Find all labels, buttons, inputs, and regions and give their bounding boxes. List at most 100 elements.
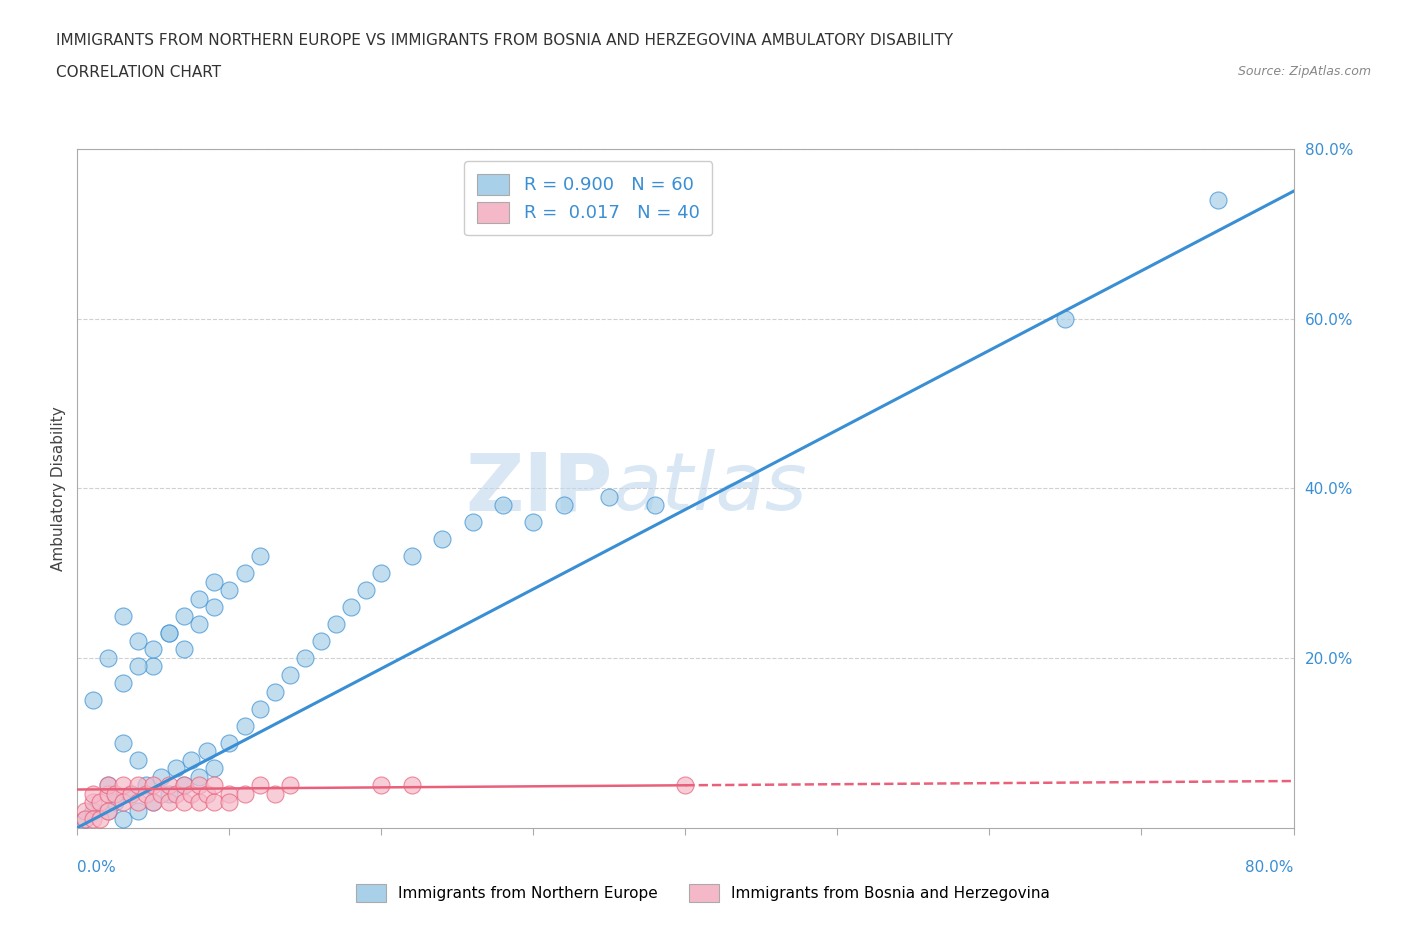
Point	[82, 812, 104, 827]
Point	[401, 549, 423, 564]
Point	[97, 787, 120, 802]
Text: 0.0%: 0.0%	[77, 860, 117, 875]
Point	[73, 812, 96, 827]
Point	[157, 625, 180, 640]
Point	[127, 633, 149, 648]
Point	[165, 761, 187, 776]
Point	[644, 498, 666, 512]
Point	[202, 574, 225, 589]
Point	[104, 787, 127, 802]
Point	[127, 777, 149, 792]
Point	[249, 549, 271, 564]
Point	[127, 795, 149, 810]
Text: 80.0%: 80.0%	[1246, 860, 1294, 875]
Point	[82, 795, 104, 810]
Point	[127, 659, 149, 674]
Point	[97, 777, 120, 792]
Point	[111, 676, 134, 691]
Point	[202, 600, 225, 615]
Point	[82, 804, 104, 818]
Point	[461, 515, 484, 530]
Point	[104, 795, 127, 810]
Point	[195, 744, 218, 759]
Point	[73, 804, 96, 818]
Point	[202, 795, 225, 810]
Point	[340, 600, 363, 615]
Point	[111, 736, 134, 751]
Point	[173, 795, 195, 810]
Point	[188, 591, 211, 606]
Point	[97, 651, 120, 666]
Point	[370, 777, 392, 792]
Point	[135, 777, 157, 792]
Point	[111, 777, 134, 792]
Point	[218, 736, 240, 751]
Point	[218, 582, 240, 598]
Point	[401, 777, 423, 792]
Point	[309, 633, 332, 648]
Point	[195, 787, 218, 802]
Point	[142, 795, 165, 810]
Point	[553, 498, 575, 512]
Point	[135, 787, 157, 802]
Point	[218, 795, 240, 810]
Point	[157, 777, 180, 792]
Point	[249, 777, 271, 792]
Point	[370, 565, 392, 580]
Point	[188, 795, 211, 810]
Point	[278, 777, 301, 792]
Text: IMMIGRANTS FROM NORTHERN EUROPE VS IMMIGRANTS FROM BOSNIA AND HERZEGOVINA AMBULA: IMMIGRANTS FROM NORTHERN EUROPE VS IMMIG…	[56, 33, 953, 47]
Point	[157, 625, 180, 640]
Point	[142, 659, 165, 674]
Point	[218, 787, 240, 802]
Point	[142, 777, 165, 792]
Point	[325, 617, 347, 631]
Point	[173, 777, 195, 792]
Point	[233, 718, 256, 733]
Text: atlas: atlas	[613, 449, 807, 527]
Legend: R = 0.900   N = 60, R =  0.017   N = 40: R = 0.900 N = 60, R = 0.017 N = 40	[464, 161, 713, 235]
Point	[82, 693, 104, 708]
Point	[97, 804, 120, 818]
Point	[202, 777, 225, 792]
Point	[157, 787, 180, 802]
Point	[97, 777, 120, 792]
Text: ZIP: ZIP	[465, 449, 613, 527]
Point	[157, 795, 180, 810]
Point	[111, 812, 134, 827]
Point	[97, 804, 120, 818]
Point	[165, 787, 187, 802]
Point	[142, 795, 165, 810]
Point	[173, 608, 195, 623]
Point	[354, 582, 377, 598]
Point	[249, 701, 271, 716]
Point	[89, 812, 111, 827]
Point	[111, 608, 134, 623]
Point	[120, 787, 142, 802]
Point	[127, 804, 149, 818]
Point	[598, 489, 620, 504]
Point	[120, 787, 142, 802]
Point	[82, 787, 104, 802]
Point	[188, 617, 211, 631]
Point	[1206, 193, 1229, 207]
Text: Source: ZipAtlas.com: Source: ZipAtlas.com	[1237, 65, 1371, 78]
Point	[675, 777, 697, 792]
Legend: Immigrants from Northern Europe, Immigrants from Bosnia and Herzegovina: Immigrants from Northern Europe, Immigra…	[356, 884, 1050, 901]
Point	[149, 769, 172, 784]
Point	[522, 515, 544, 530]
Point	[180, 752, 202, 767]
Point	[264, 787, 287, 802]
Point	[233, 565, 256, 580]
Point	[430, 532, 453, 547]
Point	[180, 787, 202, 802]
Point	[127, 752, 149, 767]
Point	[492, 498, 515, 512]
Point	[233, 787, 256, 802]
Point	[188, 769, 211, 784]
Point	[173, 642, 195, 657]
Point	[73, 812, 96, 827]
Point	[294, 651, 316, 666]
Point	[264, 684, 287, 699]
Point	[142, 642, 165, 657]
